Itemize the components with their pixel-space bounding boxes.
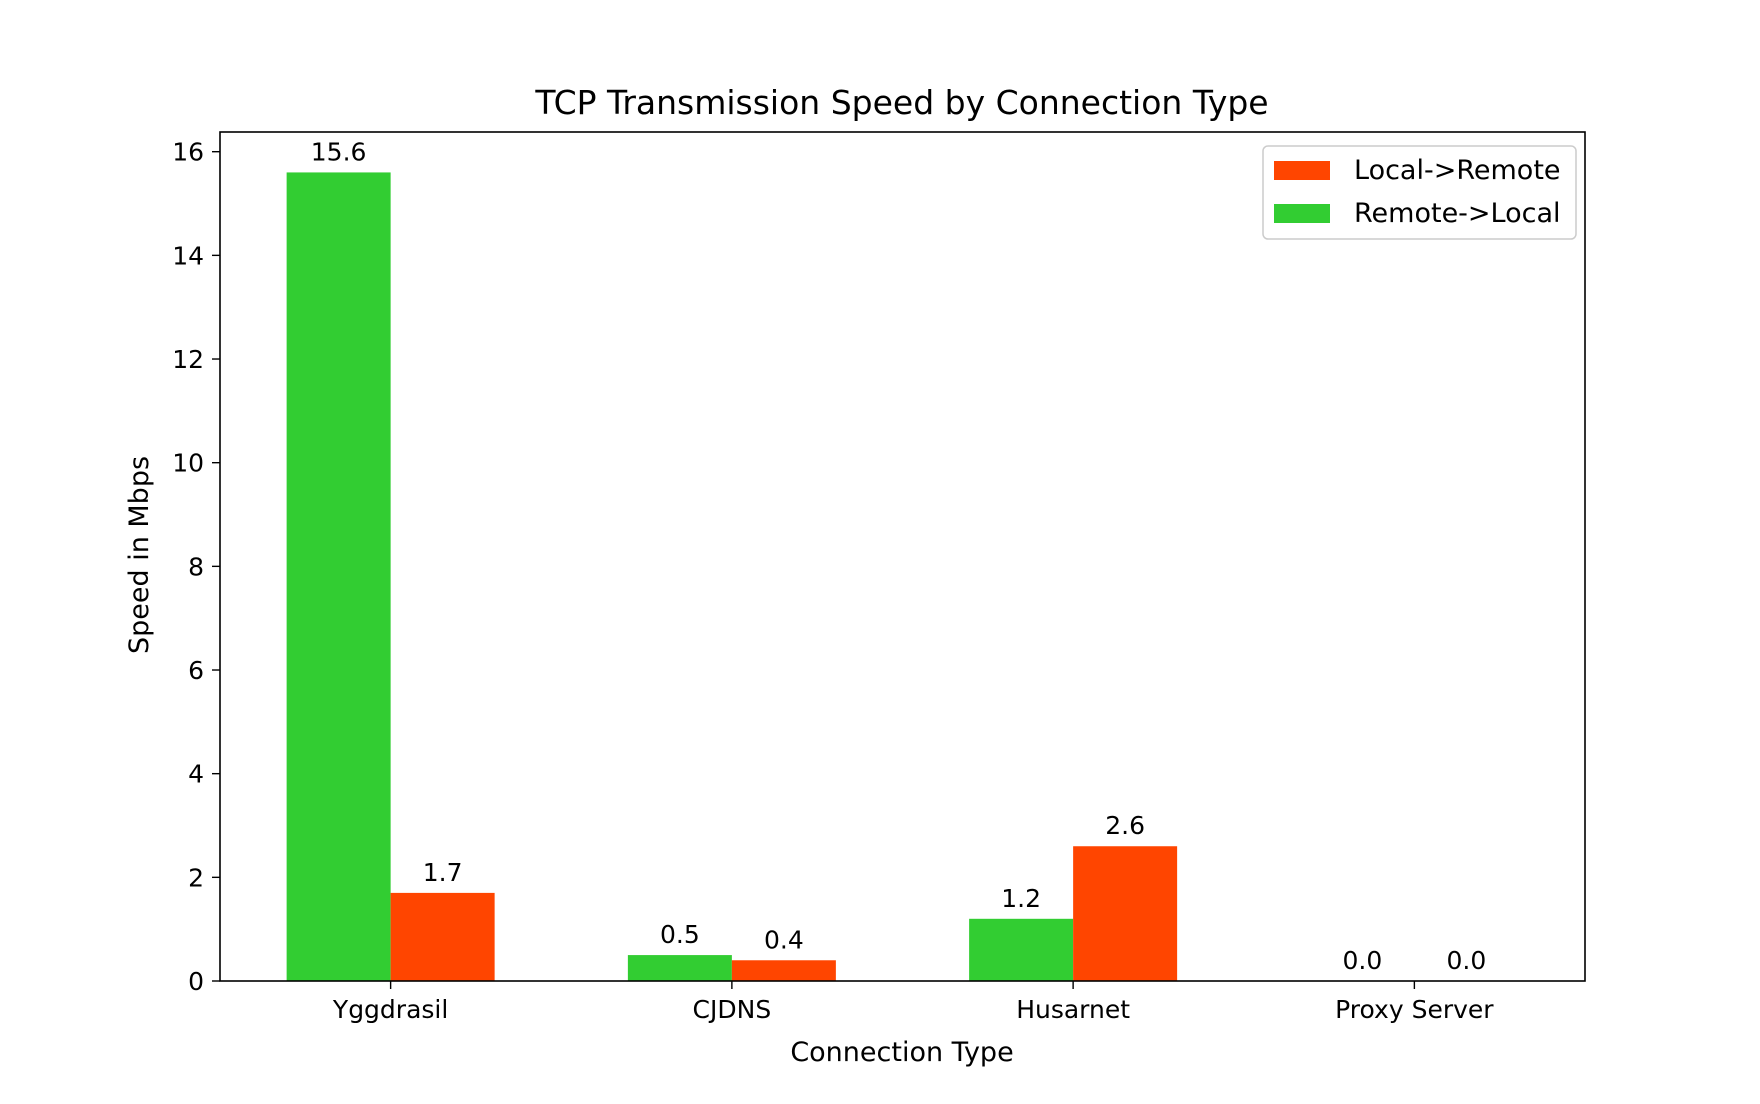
legend-swatch: [1274, 161, 1330, 180]
x-tick-label: Husarnet: [1016, 995, 1130, 1024]
bar-yggdrasil-series-1: [286, 172, 391, 981]
bar-cjdns-series-1: [627, 955, 732, 981]
y-tick-label: 2: [188, 863, 204, 892]
data-label: 15.6: [311, 137, 367, 166]
data-label: 0.0: [1342, 946, 1382, 975]
legend-swatch: [1274, 204, 1330, 223]
bar-cjdns-series-2: [731, 960, 836, 981]
axes-frame: [219, 131, 1586, 982]
data-label: 0.4: [764, 925, 804, 954]
y-tick-label: 12: [172, 345, 204, 374]
legend-label: Remote->Local: [1354, 198, 1561, 229]
legend-label: Local->Remote: [1354, 155, 1561, 186]
plot-area: 15.6 0.5 1.2 0.0 1.7 0.4 2.6 0.0 0 2 4 6 8 10 12 14 16 Yg…: [172, 131, 1586, 1024]
x-axis-label: Connection Type: [790, 1037, 1013, 1068]
bar-husarnet-series-2: [1073, 846, 1178, 981]
y-tick-label: 6: [188, 656, 204, 685]
x-tick-label: CJDNS: [693, 995, 772, 1024]
y-tick-label: 16: [172, 138, 204, 167]
chart-title: TCP Transmission Speed by Connection Typ…: [534, 83, 1268, 122]
y-tick-label: 10: [172, 449, 204, 478]
y-tick-label: 14: [172, 241, 204, 270]
y-tick-label: 8: [188, 552, 204, 581]
y-tick-label: 4: [188, 760, 204, 789]
data-label: 0.5: [660, 920, 700, 949]
y-tick-label: 0: [188, 967, 204, 996]
data-label: 1.2: [1001, 884, 1041, 913]
legend: Local->Remote Remote->Local: [1262, 145, 1577, 240]
data-label: 0.0: [1446, 946, 1486, 975]
x-tick-label: Yggdrasil: [332, 995, 448, 1024]
bar-yggdrasil-series-2: [390, 892, 495, 981]
x-tick-label: Proxy Server: [1335, 995, 1494, 1024]
legend-box: [1262, 145, 1577, 240]
data-label: 1.7: [423, 858, 463, 887]
y-axis-label: Speed in Mbps: [124, 456, 155, 654]
bar-husarnet-series-1: [969, 918, 1074, 981]
data-label: 2.6: [1105, 811, 1145, 840]
